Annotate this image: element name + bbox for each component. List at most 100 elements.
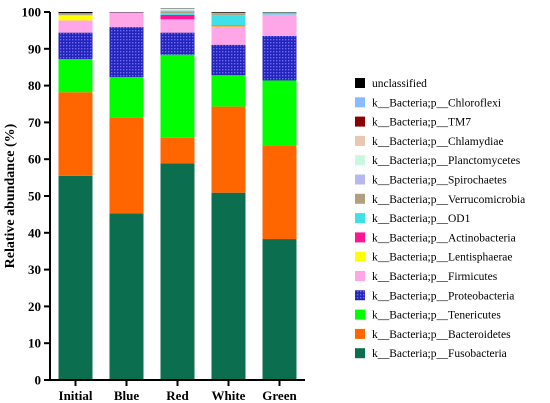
legend-label: k__Bacteria;p__Planctomycetes [372,155,521,167]
x-category-labels: Initial Blue Red White Green [59,380,297,403]
legend-swatch [355,116,365,127]
bar-stack-red [160,8,195,380]
legend: unclassified k__Bacteria;p__Chloroflexi k_… [355,78,525,360]
bar-segment [58,13,93,15]
bars-layer [58,8,297,380]
legend-item: k__Bacteria;p__Tenericutes [355,309,501,322]
legend-item: k__Bacteria;p__TM7 [355,116,471,129]
bar-segment [211,12,246,13]
bar-stack-green [262,12,297,380]
bar-segment [160,32,195,55]
bar-segment [211,106,246,193]
x-category-label: Blue [114,388,140,403]
x-category-label: Red [166,388,189,403]
bar-segment [58,15,93,21]
bar-segment [160,11,195,14]
bar-segment [262,80,297,146]
bar-segment [58,59,93,93]
bar-segment [160,13,195,15]
bar-segment [58,175,93,380]
bar-segment [262,145,297,240]
legend-item: k__Bacteria;p__Planctomycetes [355,155,521,167]
legend-item: k__Bacteria;p__Spirochaetes [355,174,507,187]
bar-segment [262,239,297,380]
legend-item: k__Bacteria;p__Proteobacteria [355,290,514,302]
legend-swatch [355,193,365,204]
y-ticks: 0 10 20 30 40 50 60 70 80 90 100 [22,5,50,388]
bar-stack-white [211,12,246,380]
legend-item: k__Bacteria;p__Bacteroidetes [355,328,511,341]
legend-swatch [355,290,365,301]
y-axis-title: Relative abundance (%) [3,123,18,268]
legend-swatch [355,328,365,339]
legend-swatch [355,155,365,166]
y-tick-label: 80 [28,78,41,93]
bar-segment [58,32,93,60]
legend-label: k__Bacteria;p__Actinobacteria [372,232,516,244]
bar-segment [109,77,144,118]
bar-segment [160,14,195,20]
legend-swatch [355,348,365,359]
bar-segment [211,26,246,28]
bar-segment [262,12,297,15]
bar-segment [211,13,246,16]
legend-item: k__Bacteria;p__OD1 [355,213,471,225]
y-tick-label: 60 [28,152,41,167]
legend-item: k__Bacteria;p__Actinobacteria [355,232,516,244]
legend-item: unclassified [355,78,427,90]
y-tick-label: 10 [28,336,41,351]
x-category-label: White [212,388,246,403]
bar-stack-initial [58,12,93,380]
bar-segment [58,20,93,33]
legend-item: k__Bacteria;p__Verrucomicrobia [355,193,525,206]
x-category-label: Initial [59,388,93,403]
x-category-label: Green [262,388,297,403]
bar-segment [109,12,144,28]
y-tick-label: 40 [28,225,41,240]
bar-segment [109,213,144,380]
bar-segment [58,92,93,176]
bar-segment [160,137,195,164]
legend-label: k__Bacteria;p__TM7 [372,117,471,129]
legend-label: unclassified [372,78,427,90]
legend-swatch [355,135,365,146]
legend-swatch [355,232,365,243]
legend-label: k__Bacteria;p__OD1 [372,213,471,225]
bar-segment [262,14,297,36]
bar-segment [109,27,144,78]
legend-label: k__Bacteria;p__Chloroflexi [372,97,501,109]
y-tick-label: 90 [28,41,41,56]
legend-swatch [355,78,365,88]
legend-item: k__Bacteria;p__Chloroflexi [355,97,501,109]
legend-swatch [355,251,365,262]
y-tick-label: 30 [28,262,41,277]
bar-segment [160,10,195,12]
bar-segment [211,27,246,45]
legend-swatch [355,213,365,224]
legend-label: k__Bacteria;p__Fusobacteria [372,348,507,360]
legend-label: k__Bacteria;p__Verrucomicrobia [372,194,525,206]
legend-item: k__Bacteria;p__Chlamydiae [355,135,504,148]
bar-segment [211,25,246,27]
legend-swatch [355,174,365,185]
legend-label: k__Bacteria;p__Firmicutes [372,271,498,283]
bar-segment [211,15,246,26]
y-tick-label: 0 [35,373,42,388]
bar-segment [160,8,195,11]
legend-swatch [355,309,365,320]
legend-label: k__Bacteria;p__Tenericutes [372,310,501,322]
y-tick-label: 50 [28,189,41,204]
legend-label: k__Bacteria;p__Chlamydiae [372,136,504,148]
bar-segment [109,117,144,214]
y-tick-label: 100 [22,5,42,20]
bar-segment [262,35,297,81]
bar-segment [211,192,246,380]
legend-swatch [355,271,365,281]
bar-segment [58,12,93,14]
bar-segment [211,44,246,76]
legend-item: k__Bacteria;p__Lentisphaerae [355,251,513,264]
legend-label: k__Bacteria;p__Proteobacteria [372,290,514,302]
legend-item: k__Bacteria;p__Fusobacteria [355,348,507,360]
y-tick-label: 70 [28,115,41,130]
